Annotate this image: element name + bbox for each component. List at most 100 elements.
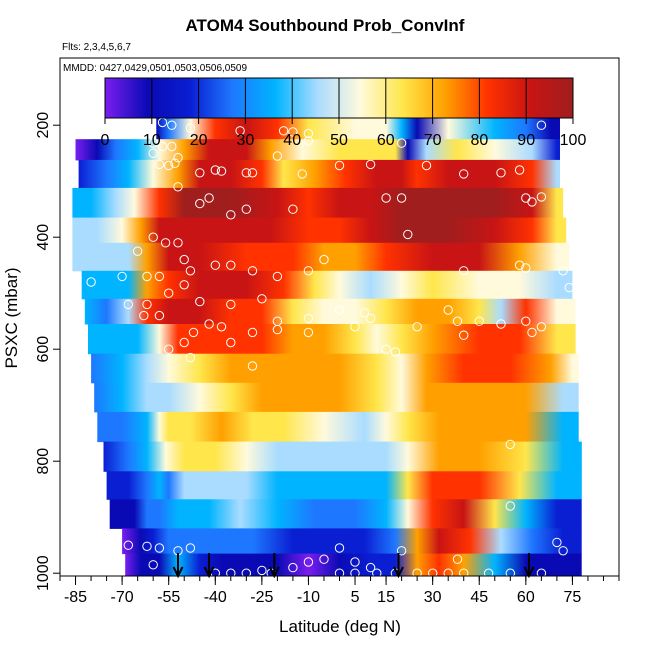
data-point	[412, 322, 422, 332]
data-point	[514, 165, 525, 175]
heatmap-row	[106, 471, 582, 500]
data-point	[247, 361, 258, 371]
heatmap-row	[125, 553, 582, 576]
data-point	[319, 254, 329, 265]
data-point	[173, 153, 183, 163]
data-point	[235, 126, 245, 136]
heatmap-row	[88, 324, 576, 355]
data-point	[365, 313, 376, 324]
heatmap-row	[84, 298, 576, 325]
data-point	[247, 327, 258, 338]
data-point	[452, 554, 463, 564]
data-point	[179, 280, 189, 290]
data-point	[303, 557, 314, 567]
data-point	[185, 543, 196, 553]
data-point	[148, 138, 158, 148]
y-tick-label: 1000	[35, 555, 52, 591]
data-point	[396, 546, 407, 556]
data-point	[303, 313, 314, 324]
data-point	[226, 299, 236, 310]
heatmap-row	[97, 411, 579, 443]
data-point	[365, 562, 376, 573]
data-point	[226, 337, 236, 348]
heatmap-row	[75, 139, 560, 161]
data-point	[179, 337, 189, 348]
data-point	[204, 193, 214, 203]
data-point	[148, 232, 158, 242]
x-tick-label: 30	[424, 589, 442, 606]
data-point	[459, 330, 469, 340]
y-tick-label: 200	[35, 112, 52, 139]
data-point	[558, 266, 568, 276]
data-point	[527, 327, 537, 338]
data-point	[170, 158, 180, 169]
y-tick-label: 400	[35, 224, 52, 251]
data-point	[443, 305, 453, 315]
data-point	[396, 138, 407, 148]
heatmap-row	[122, 528, 582, 555]
data-point	[459, 266, 469, 276]
colorbar-tick-label: 70	[424, 132, 442, 149]
data-point	[247, 168, 258, 178]
data-point	[303, 327, 314, 338]
data-point	[381, 344, 391, 354]
data-point	[334, 543, 345, 553]
data-point	[195, 168, 205, 178]
data-point	[123, 299, 134, 310]
colorbar-tick-label: 40	[283, 132, 301, 149]
data-point	[474, 316, 484, 326]
flights-text: Flts: 2,3,4,5,6,7	[62, 42, 131, 53]
x-tick-label: 60	[517, 589, 535, 606]
data-point	[195, 296, 205, 307]
x-tick-label: -55	[157, 589, 180, 606]
data-point	[372, 568, 382, 576]
x-tick-label: 75	[564, 589, 582, 606]
x-tick-label: -85	[64, 589, 87, 606]
colorbar-tick-label: 50	[330, 132, 348, 149]
data-point	[154, 271, 165, 282]
data-point	[319, 554, 329, 564]
data-point	[86, 277, 96, 287]
data-point	[303, 266, 314, 276]
data-point	[272, 271, 283, 282]
x-tick-label: -10	[297, 589, 320, 606]
data-point	[558, 546, 568, 556]
data-point	[160, 238, 171, 248]
data-point	[157, 141, 168, 152]
data-point	[185, 266, 196, 276]
dates-text: MMDD: 0427,0429,0501,0503,0506,0509	[63, 63, 247, 74]
data-point	[142, 271, 152, 282]
y-axis-title: PSXC (mbar)	[2, 267, 21, 368]
heatmap-row	[103, 441, 582, 472]
data-point	[257, 565, 267, 576]
data-point	[216, 166, 227, 176]
data-point	[247, 266, 258, 276]
colorbar-tick-label: 20	[190, 132, 208, 149]
data-point	[210, 260, 221, 270]
data-point	[536, 192, 547, 202]
data-point	[185, 123, 196, 133]
y-tick-label: 800	[35, 448, 52, 475]
data-point	[514, 260, 525, 270]
data-point	[288, 204, 298, 214]
data-point	[173, 238, 183, 248]
data-point	[496, 168, 506, 178]
data-point	[167, 141, 177, 152]
data-point	[359, 308, 369, 318]
data-point	[459, 568, 469, 576]
colorbar-tick-label: 10	[143, 132, 161, 149]
data-point	[241, 204, 252, 214]
x-tick-label: 45	[470, 589, 488, 606]
data-point	[505, 439, 515, 450]
heatmap-row	[91, 353, 579, 384]
data-point	[148, 560, 158, 570]
data-point	[536, 322, 547, 332]
x-tick-label: -25	[250, 589, 273, 606]
data-point	[154, 543, 165, 553]
colorbar-tick-label: 90	[517, 132, 535, 149]
colorbar-tick-label: 100	[560, 132, 587, 149]
data-point	[241, 168, 252, 178]
data-point	[272, 324, 283, 335]
data-point	[173, 182, 183, 192]
data-point	[350, 557, 360, 567]
